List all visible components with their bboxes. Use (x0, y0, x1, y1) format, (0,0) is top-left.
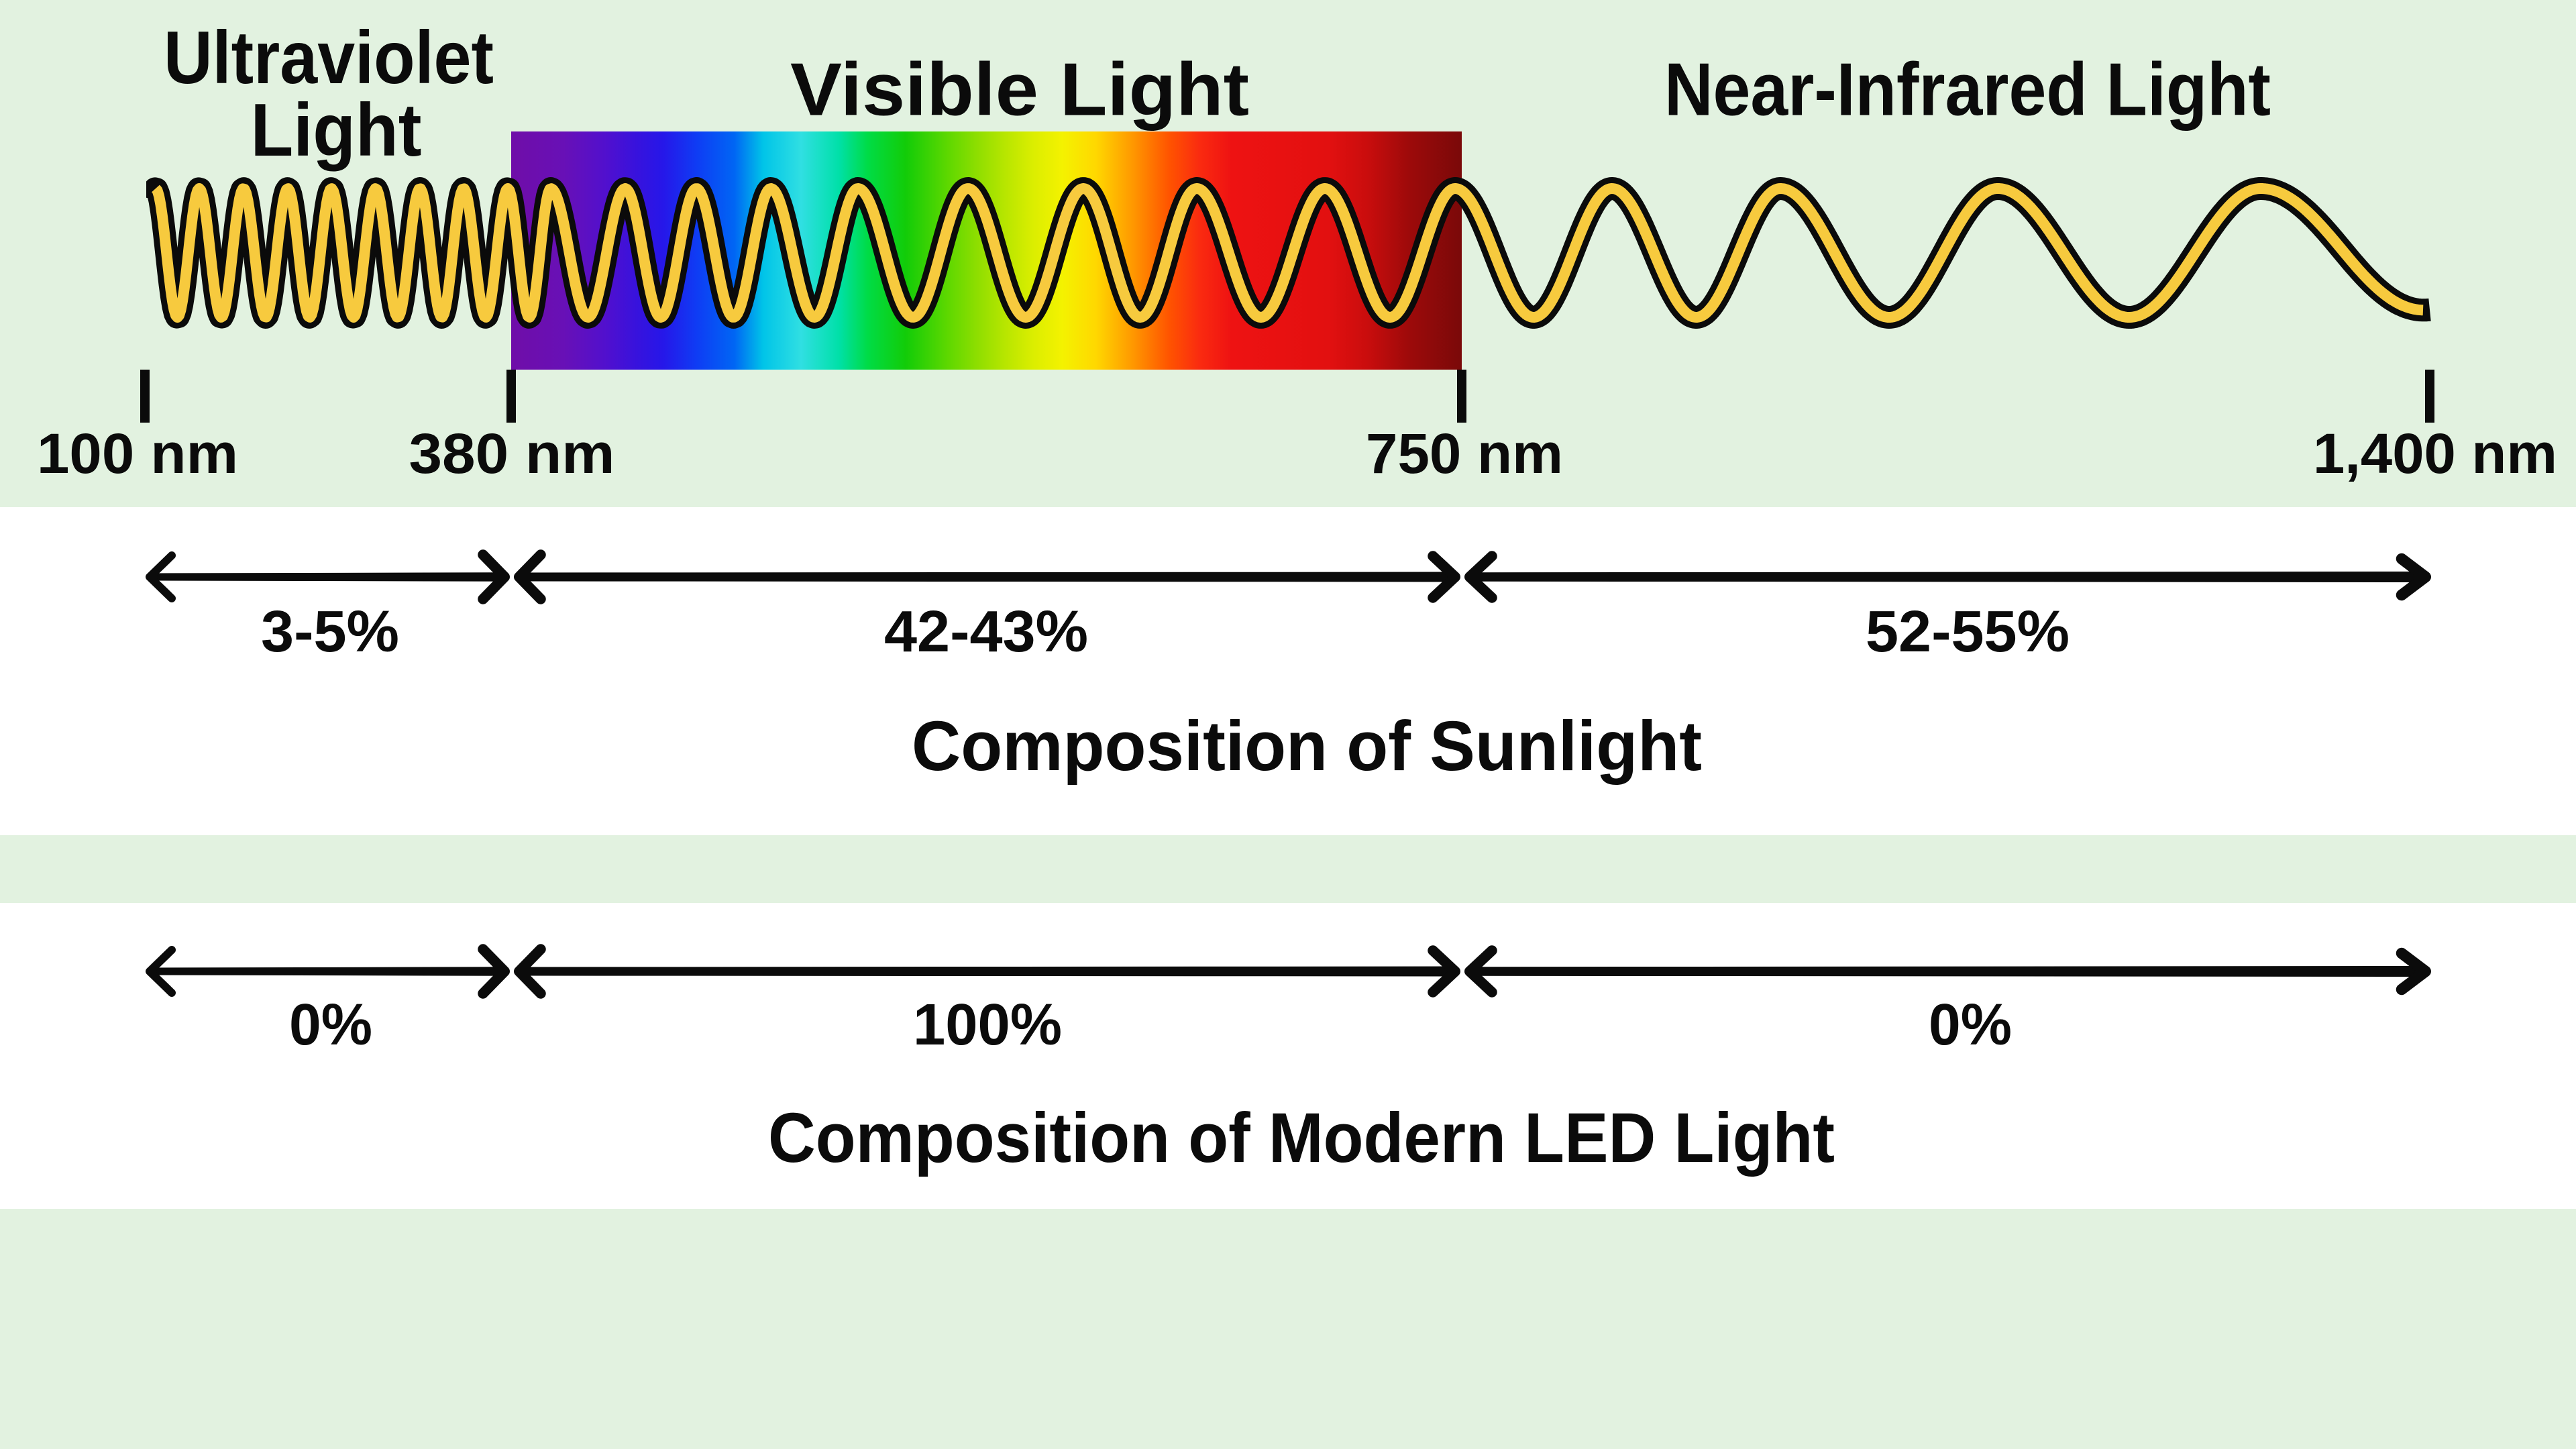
svg-text:1,400 nm: 1,400 nm (2313, 422, 2557, 485)
svg-text:Light: Light (251, 89, 422, 172)
svg-text:Composition of Sunlight: Composition of Sunlight (912, 707, 1702, 786)
svg-text:3-5%: 3-5% (261, 599, 399, 664)
svg-text:0%: 0% (289, 992, 372, 1057)
svg-text:Composition of Modern LED Ligh: Composition of Modern LED Light (768, 1099, 1835, 1177)
svg-text:750 nm: 750 nm (1366, 422, 1563, 485)
svg-text:100%: 100% (913, 992, 1062, 1057)
svg-text:Ultraviolet: Ultraviolet (164, 16, 494, 99)
svg-text:380 nm: 380 nm (409, 422, 615, 485)
svg-text:52-55%: 52-55% (1866, 599, 2070, 664)
svg-text:100 nm: 100 nm (37, 422, 238, 485)
svg-text:42-43%: 42-43% (884, 599, 1088, 664)
svg-text:Near-Infrared Light: Near-Infrared Light (1664, 48, 2271, 131)
svg-text:0%: 0% (1929, 992, 2012, 1057)
svg-text:Visible Light: Visible Light (790, 48, 1249, 131)
